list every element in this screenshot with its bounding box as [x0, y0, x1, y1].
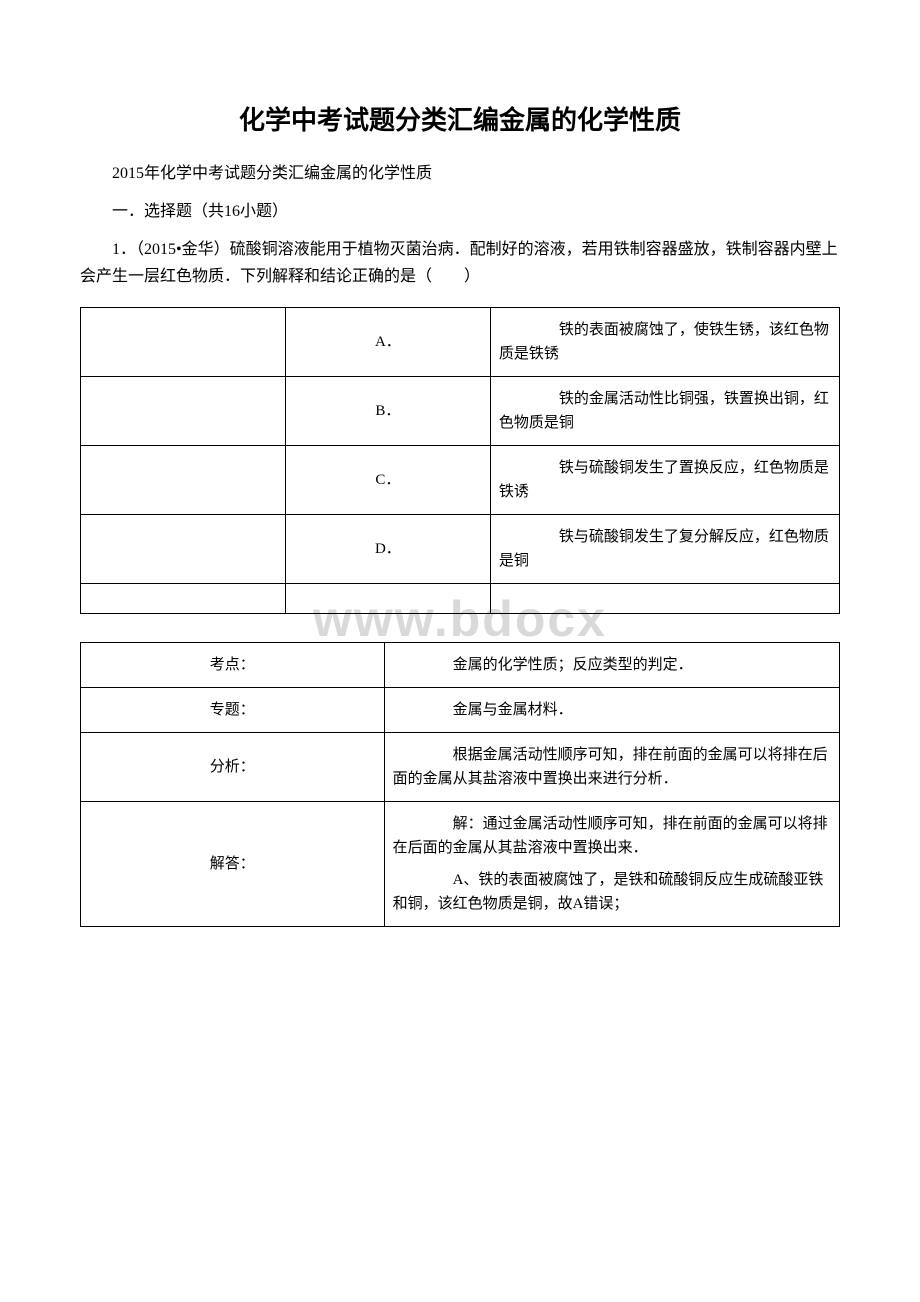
option-label: D．: [285, 514, 490, 583]
option-spacer: [81, 307, 286, 376]
page-title: 化学中考试题分类汇编金属的化学性质: [80, 100, 840, 137]
analysis-label: 解答：: [81, 801, 385, 926]
option-text: 铁与硫酸铜发生了复分解反应，红色物质是铜: [490, 514, 839, 583]
content: 化学中考试题分类汇编金属的化学性质 2015年化学中考试题分类汇编金属的化学性质…: [80, 100, 840, 927]
option-text: 铁的表面被腐蚀了，使铁生锈，该红色物质是铁锈: [490, 307, 839, 376]
option-spacer: [81, 376, 286, 445]
option-spacer: [81, 583, 286, 613]
option-spacer: [81, 514, 286, 583]
analysis-label: 专题：: [81, 687, 385, 732]
analysis-table: 考点： 金属的化学性质；反应类型的判定． 专题： 金属与金属材料． 分析： 根据…: [80, 642, 840, 927]
table-row: B． 铁的金属活动性比铜强，铁置换出铜，红色物质是铜: [81, 376, 840, 445]
table-row: 解答： 解：通过金属活动性顺序可知，排在前面的金属可以将排在后面的金属从其盐溶液…: [81, 801, 840, 926]
table-row: C． 铁与硫酸铜发生了置换反应，红色物质是铁诱: [81, 445, 840, 514]
analysis-paragraph: A、铁的表面被腐蚀了，是铁和硫酸铜反应生成硫酸亚铁和铜，该红色物质是铜，故A错误…: [393, 868, 831, 916]
table-row: D． 铁与硫酸铜发生了复分解反应，红色物质是铜: [81, 514, 840, 583]
table-row: 专题： 金属与金属材料．: [81, 687, 840, 732]
analysis-label: 分析：: [81, 732, 385, 801]
option-spacer: [81, 445, 286, 514]
analysis-content: 解：通过金属活动性顺序可知，排在前面的金属可以将排在后面的金属从其盐溶液中置换出…: [384, 801, 839, 926]
analysis-paragraph: 解：通过金属活动性顺序可知，排在前面的金属可以将排在后面的金属从其盐溶液中置换出…: [393, 812, 831, 860]
analysis-content: 金属的化学性质；反应类型的判定．: [384, 642, 839, 687]
table-row: [81, 583, 840, 613]
option-label: B．: [285, 376, 490, 445]
table-row: A． 铁的表面被腐蚀了，使铁生锈，该红色物质是铁锈: [81, 307, 840, 376]
option-label: [285, 583, 490, 613]
analysis-content: 根据金属活动性顺序可知，排在前面的金属可以将排在后面的金属从其盐溶液中置换出来进…: [384, 732, 839, 801]
analysis-content: 金属与金属材料．: [384, 687, 839, 732]
options-table: A． 铁的表面被腐蚀了，使铁生锈，该红色物质是铁锈 B． 铁的金属活动性比铜强，…: [80, 307, 840, 614]
table-row: 分析： 根据金属活动性顺序可知，排在前面的金属可以将排在后面的金属从其盐溶液中置…: [81, 732, 840, 801]
table-row: 考点： 金属的化学性质；反应类型的判定．: [81, 642, 840, 687]
analysis-label: 考点：: [81, 642, 385, 687]
option-label: C．: [285, 445, 490, 514]
section-header: 一．选择题（共16小题）: [80, 199, 840, 225]
option-text: [490, 583, 839, 613]
option-label: A．: [285, 307, 490, 376]
option-text: 铁与硫酸铜发生了置换反应，红色物质是铁诱: [490, 445, 839, 514]
question-1-text: 1．（2015•金华）硫酸铜溶液能用于植物灭菌治病．配制好的溶液，若用铁制容器盛…: [80, 236, 840, 290]
intro-text: 2015年化学中考试题分类汇编金属的化学性质: [80, 161, 840, 187]
option-text: 铁的金属活动性比铜强，铁置换出铜，红色物质是铜: [490, 376, 839, 445]
